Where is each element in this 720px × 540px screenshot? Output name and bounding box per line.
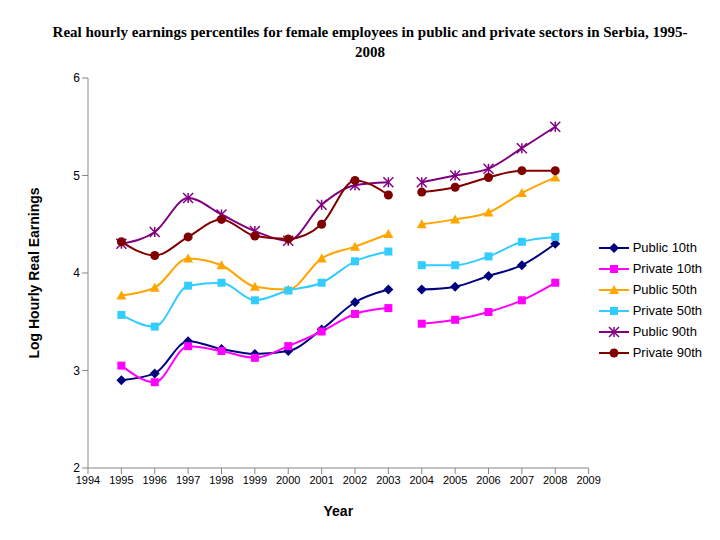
svg-text:Log Hourly Real Earnings: Log Hourly Real Earnings (26, 187, 42, 358)
svg-text:5: 5 (73, 169, 80, 183)
svg-text:1994: 1994 (76, 474, 100, 486)
svg-text:1997: 1997 (176, 474, 200, 486)
svg-text:1998: 1998 (209, 474, 233, 486)
html-text:Public 10th: Public 10th (632, 240, 697, 255)
html-text:Private 10th: Private 10th (632, 261, 702, 276)
svg-text:2005: 2005 (443, 474, 467, 486)
svg-text:2007: 2007 (510, 474, 534, 486)
svg-text:2003: 2003 (376, 474, 400, 486)
svg-text:2004: 2004 (410, 474, 434, 486)
html-text:Private 50th: Private 50th (632, 303, 702, 318)
svg-text:2009: 2009 (576, 474, 600, 486)
svg-text:6: 6 (73, 71, 80, 85)
svg-text:1996: 1996 (143, 474, 167, 486)
html-text:Real hourly earnings percentil: Real hourly earnings percentiles for fem… (52, 24, 688, 60)
svg-text:2000: 2000 (276, 474, 300, 486)
html-text:Public 50th: Public 50th (632, 282, 697, 297)
svg-text:Year: Year (324, 503, 354, 519)
svg-text:1995: 1995 (109, 474, 133, 486)
svg-text:2002: 2002 (343, 474, 367, 486)
svg-text:1999: 1999 (243, 474, 267, 486)
svg-text:2008: 2008 (543, 474, 567, 486)
svg-text:3: 3 (73, 364, 80, 378)
svg-text:2001: 2001 (309, 474, 333, 486)
html-text:Private 90th: Private 90th (632, 345, 702, 360)
svg-text:2006: 2006 (476, 474, 500, 486)
html-text:Public 90th: Public 90th (632, 324, 697, 339)
svg-text:4: 4 (73, 266, 80, 280)
svg-text:2: 2 (73, 461, 80, 475)
